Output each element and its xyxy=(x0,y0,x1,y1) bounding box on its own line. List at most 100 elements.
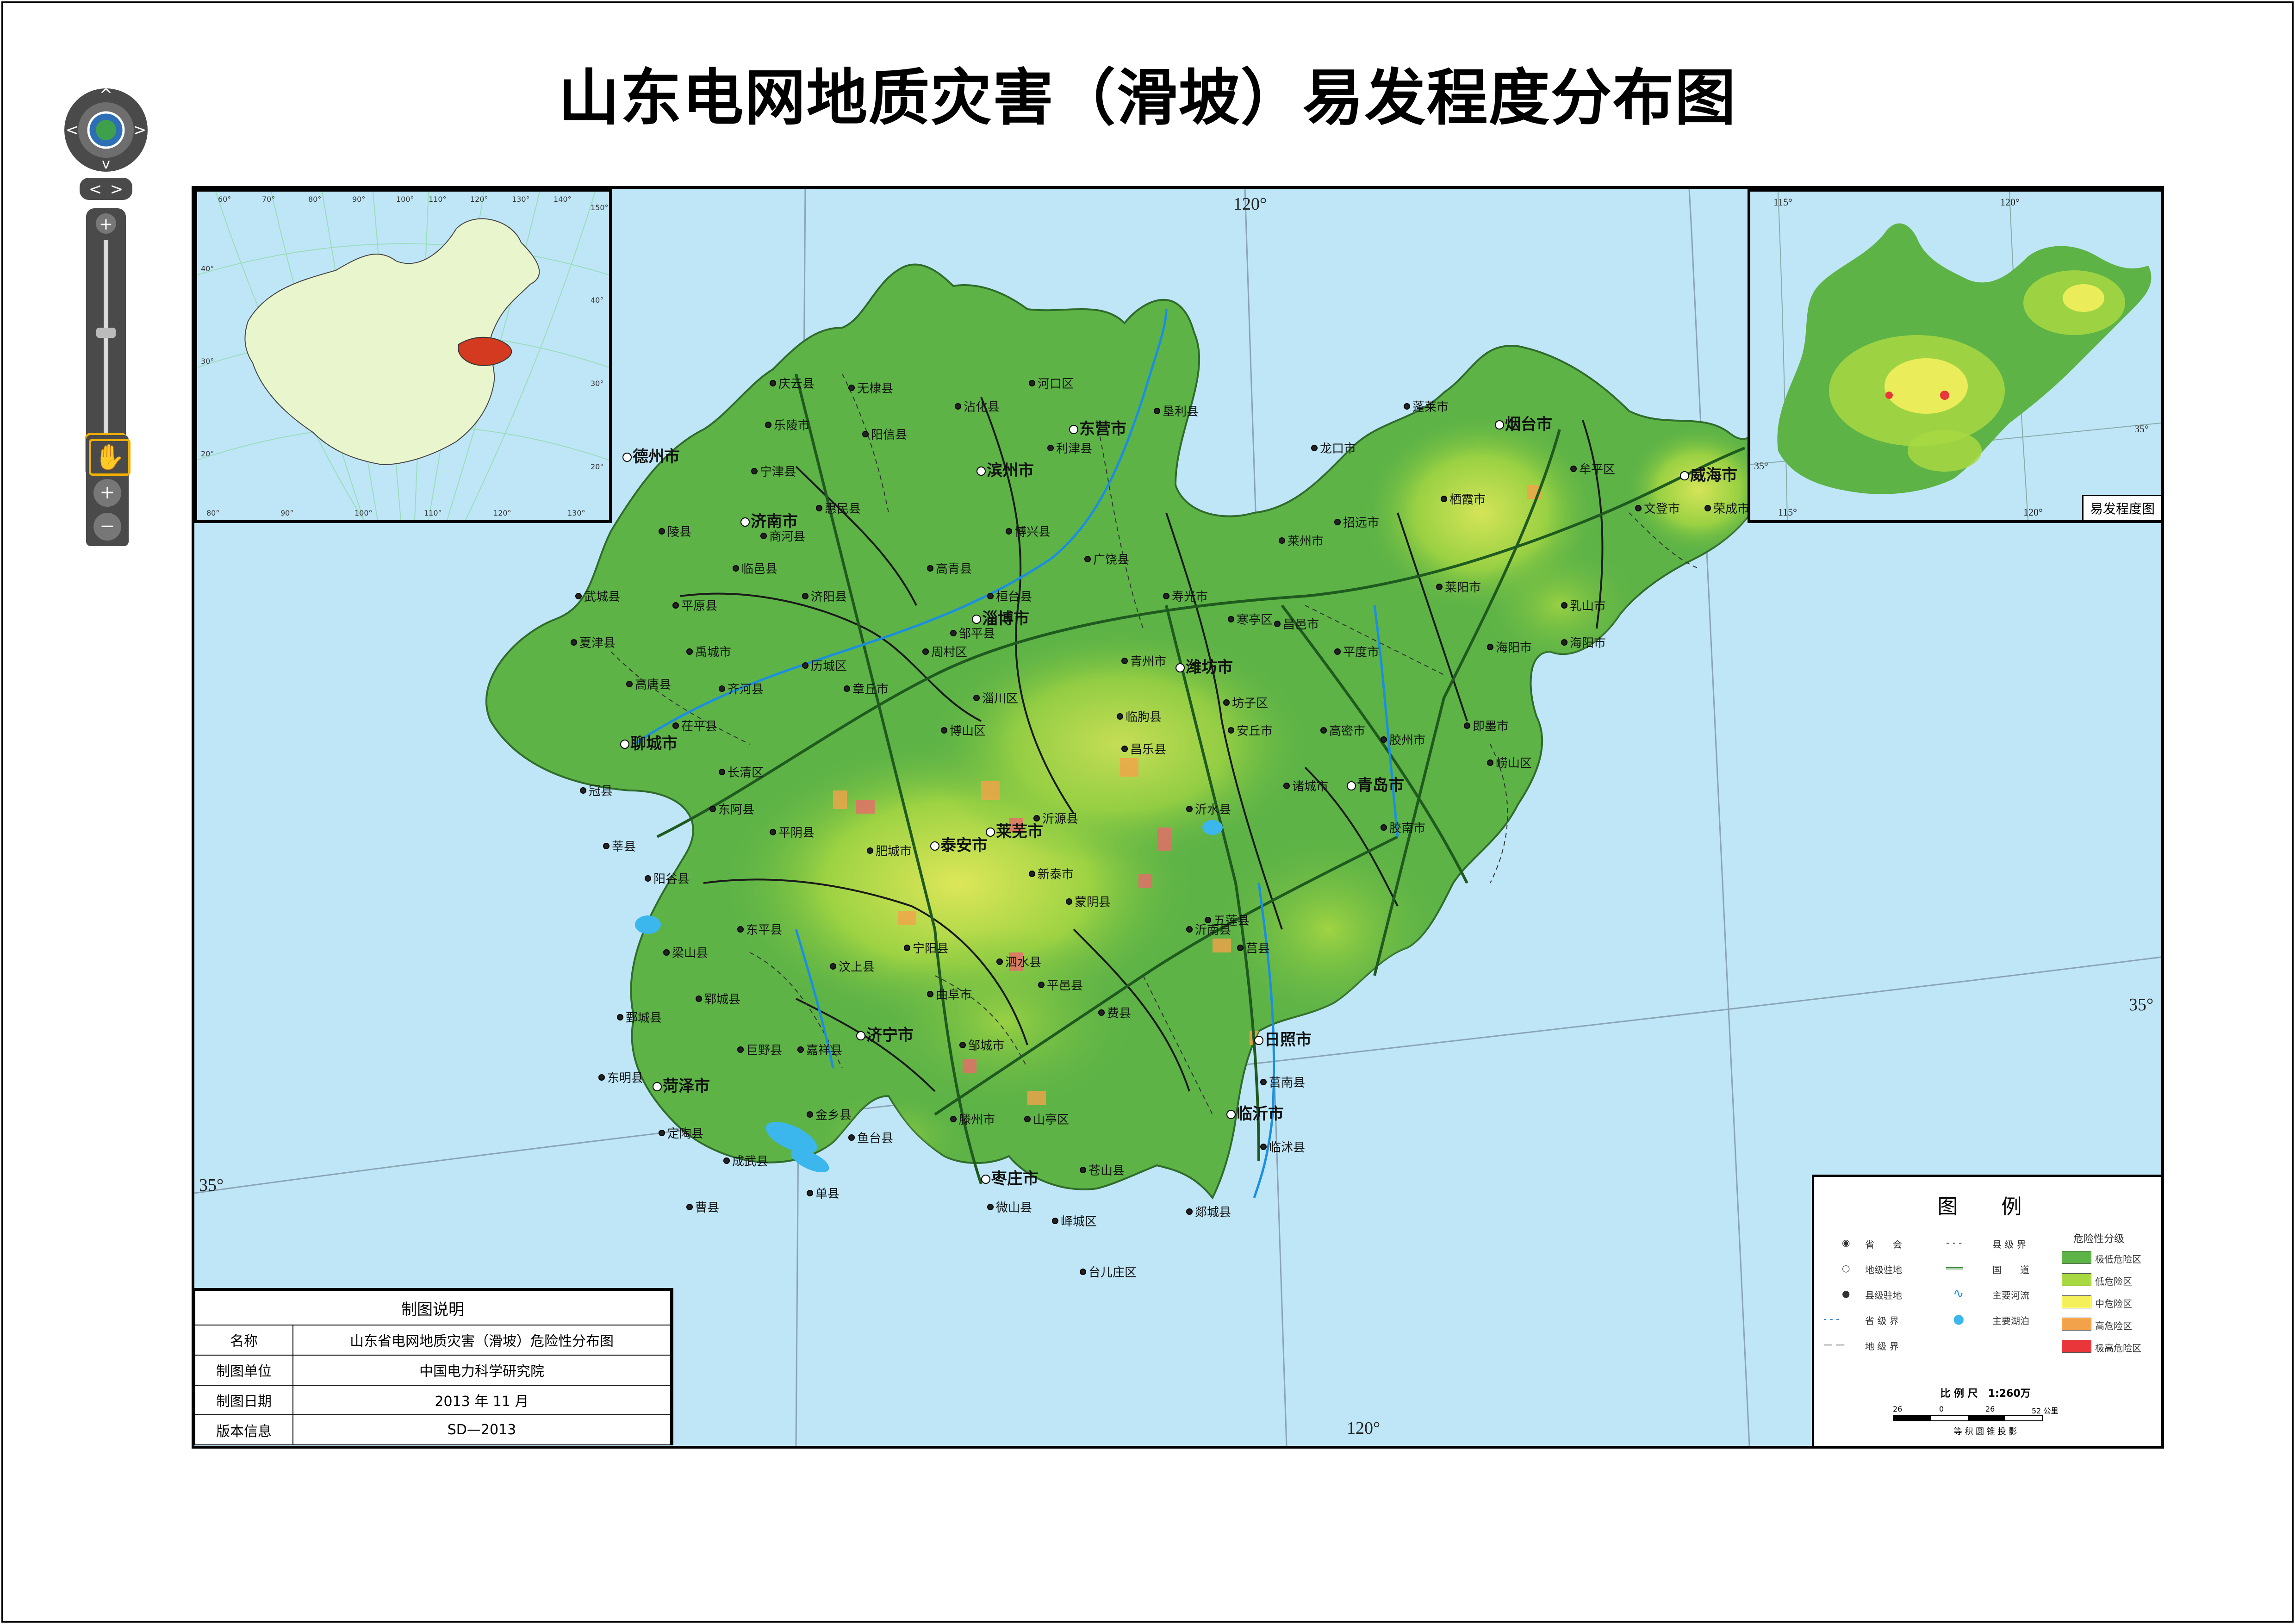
pan-right-icon[interactable]: > xyxy=(133,121,147,139)
place-marker-linyi_county xyxy=(733,565,739,572)
legend-prefecture-seat-icon: ○ xyxy=(1842,1263,1850,1274)
scale-tick: 52 公里 xyxy=(2032,1406,2059,1415)
pan-left-icon[interactable]: < xyxy=(66,121,79,139)
zoom-slider-handle[interactable] xyxy=(96,328,116,338)
place-label-zaozhuang: 枣庄市 xyxy=(991,1170,1039,1188)
place-label-mengyin: 蒙阴县 xyxy=(1075,896,1111,909)
place-label-yantai: 烟台市 xyxy=(1505,415,1552,434)
place-label-chiping: 茌平县 xyxy=(681,720,717,734)
national-roads xyxy=(656,373,1746,1184)
legend-national-road-label: 国 道 xyxy=(1992,1264,2029,1276)
place-marker-yantai xyxy=(1495,420,1504,429)
terrain-lon-115-top: 115° xyxy=(1773,196,1792,208)
scale-tick: 0 xyxy=(1939,1405,1944,1413)
legend-risk-swatch xyxy=(2062,1318,2091,1331)
place-label-ningjin: 宁津县 xyxy=(760,465,796,479)
legend-prefecture-seat-label: 地级驻地 xyxy=(1865,1264,1902,1276)
place-label-linyi: 临沂市 xyxy=(1237,1105,1284,1123)
place-marker-zhaoyuan xyxy=(1334,519,1341,525)
place-marker-xiajin xyxy=(571,639,577,646)
place-marker-donga xyxy=(709,806,716,812)
place-label-yiyuan: 沂源县 xyxy=(1042,812,1078,826)
terrain-very-high-spot xyxy=(1940,391,1949,400)
legend-capital-label: 省 会 xyxy=(1865,1239,1902,1250)
place-label-laoshan: 崂山区 xyxy=(1496,757,1532,771)
rotate-buttons[interactable]: < > xyxy=(80,178,132,200)
place-marker-jinxiang xyxy=(807,1111,813,1118)
place-marker-heze xyxy=(653,1082,662,1091)
place-label-changle: 昌乐县 xyxy=(1130,743,1166,757)
inset-bottom-label: 100° xyxy=(355,509,373,517)
graticule-label-lat-35-left: 35° xyxy=(199,1176,224,1195)
place-label-yicheng: 峄城区 xyxy=(1061,1215,1097,1229)
place-label-linshu: 临沭县 xyxy=(1269,1141,1305,1155)
place-marker-changle xyxy=(1121,746,1128,752)
place-label-zoucheng: 邹城市 xyxy=(968,1039,1004,1053)
place-marker-rizhao xyxy=(1254,1036,1263,1045)
place-label-shenxian: 莘县 xyxy=(612,840,636,854)
place-label-qingdao: 青岛市 xyxy=(1357,776,1404,795)
graticule-label-lon-120-top: 120° xyxy=(1233,194,1267,214)
place-marker-changqing xyxy=(719,769,725,775)
info-value-unit: 中国电力科学研究院 xyxy=(292,1354,671,1386)
place-marker-jining xyxy=(856,1031,865,1040)
place-label-yishui: 沂水县 xyxy=(1195,803,1231,817)
inset-lon-label: 100° xyxy=(396,195,414,204)
place-label-linqu: 临朐县 xyxy=(1126,710,1162,724)
place-marker-guangrao xyxy=(1084,556,1091,562)
legend-risk-swatch xyxy=(2062,1251,2091,1264)
place-label-gaoqing: 高青县 xyxy=(936,562,972,576)
place-marker-binzhou xyxy=(976,467,986,476)
inset-lat-label: 40° xyxy=(201,264,214,273)
place-label-qihe: 齐河县 xyxy=(728,683,764,697)
zoom-in-button[interactable]: + xyxy=(96,213,116,234)
zoom-in-magnifier-icon[interactable]: + xyxy=(93,479,121,507)
place-marker-yangxin xyxy=(862,431,869,437)
inset-lon-label: 80° xyxy=(308,195,321,204)
hand-icon[interactable]: ✋ xyxy=(89,439,131,476)
place-marker-gaomi xyxy=(1320,727,1327,734)
terrain-lon-120-top: 120° xyxy=(2000,196,2020,208)
info-key-name: 名称 xyxy=(194,1325,293,1356)
place-marker-haiyang xyxy=(1487,644,1493,650)
main-map[interactable]: 120° 120° 35° 35° xyxy=(192,186,2164,1449)
zoom-slider-track[interactable] xyxy=(104,240,108,471)
inset-lon-label: 90° xyxy=(352,195,365,204)
terrain-moderate-zone-south xyxy=(1908,430,1982,472)
place-label-pingyin: 平阴县 xyxy=(778,826,815,840)
place-label-donga: 东阿县 xyxy=(718,803,754,817)
place-marker-leling xyxy=(765,422,771,428)
place-marker-weihai xyxy=(1680,471,1689,480)
inset-bottom-label: 90° xyxy=(280,509,293,517)
place-marker-juye xyxy=(737,1046,744,1053)
place-label-feixian: 费县 xyxy=(1107,1007,1131,1020)
place-marker-feicheng xyxy=(867,847,873,854)
place-marker-chengwu xyxy=(723,1157,730,1164)
zoom-out-magnifier-icon[interactable]: − xyxy=(93,513,121,541)
place-label-yanggu: 阳谷县 xyxy=(653,872,690,886)
place-label-rongcheng: 荣成市 xyxy=(1713,502,1749,516)
pan-compass[interactable] xyxy=(64,88,148,172)
susceptibility-overview-inset[interactable]: 115° 120° 115° 120° 35° 35° 易发程度图 xyxy=(1748,189,2161,523)
place-marker-zhoucun xyxy=(922,648,929,655)
place-label-pingdu: 平度市 xyxy=(1343,646,1379,660)
pan-down-icon[interactable]: v xyxy=(102,156,110,172)
china-location-inset[interactable]: 60° 70° 80° 90° 100° 110° 120° 130° 140°… xyxy=(194,189,612,523)
place-marker-yanggu xyxy=(645,875,651,882)
place-label-laiyang: 莱阳市 xyxy=(1445,581,1481,595)
pan-up-icon[interactable]: ^ xyxy=(100,86,113,104)
inset-lon-label: 110° xyxy=(429,195,447,204)
place-label-guangrao: 广饶县 xyxy=(1093,553,1129,567)
shandong-province[interactable] xyxy=(485,263,1785,1200)
place-marker-rongcheng xyxy=(1704,505,1711,511)
place-label-zhaoyuan: 招远市 xyxy=(1343,516,1379,530)
place-marker-zichuan xyxy=(973,695,980,701)
place-marker-laoshan xyxy=(1487,759,1493,766)
inset-lon-label: 120° xyxy=(470,195,488,204)
place-label-tengzhou: 滕州市 xyxy=(959,1113,995,1127)
terrain-lat-35-left: 35° xyxy=(1754,460,1768,472)
place-label-shouguang: 寿光市 xyxy=(1172,590,1208,604)
legend-province-boundary-icon: - - - xyxy=(1823,1313,1840,1325)
